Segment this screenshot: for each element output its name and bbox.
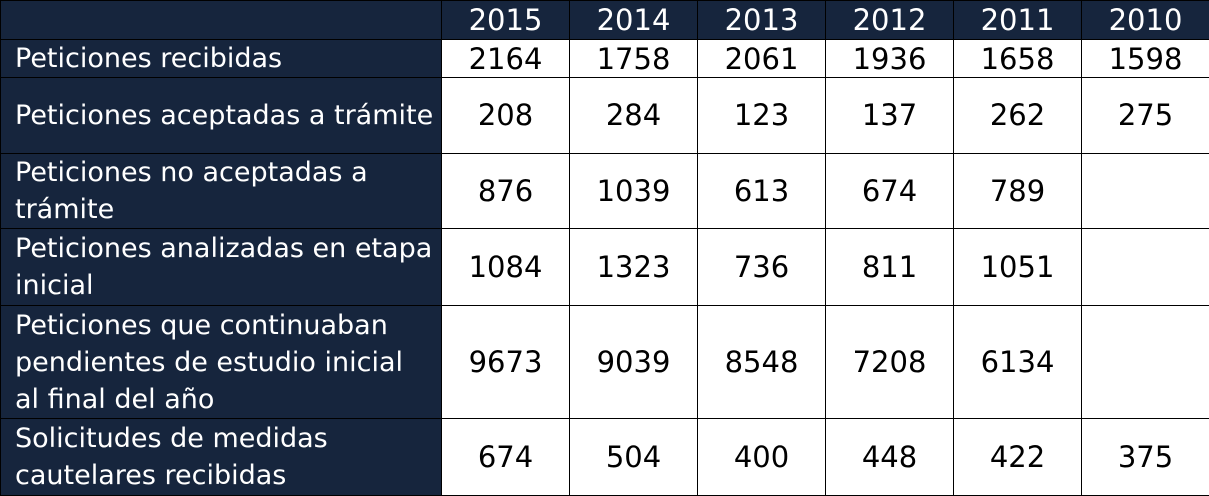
table-cell: 674 xyxy=(441,418,570,496)
table-cell: 613 xyxy=(697,152,826,230)
table-cell: 137 xyxy=(825,77,954,154)
table-cell: 7208 xyxy=(825,304,954,420)
table-cell: 1936 xyxy=(825,38,954,79)
row-label: Peticiones recibidas xyxy=(0,38,442,79)
table-cell: 123 xyxy=(697,77,826,154)
table-cell: 8548 xyxy=(697,304,826,420)
table-cell: 1051 xyxy=(953,228,1082,306)
row-label: Peticiones analizadas en etapa inicial xyxy=(0,228,442,306)
table-cell: 262 xyxy=(953,77,1082,154)
table-cell: 876 xyxy=(441,152,570,230)
year-header: 2012 xyxy=(825,0,954,40)
table-cell: 1758 xyxy=(569,38,698,79)
table-cell: 789 xyxy=(953,152,1082,230)
table-row: Peticiones no aceptadas a trámite 876 10… xyxy=(0,152,1209,230)
table-row: Peticiones analizadas en etapa inicial 1… xyxy=(0,228,1209,306)
table-cell: 1658 xyxy=(953,38,1082,79)
table-cell: 448 xyxy=(825,418,954,496)
table-cell: 422 xyxy=(953,418,1082,496)
table-cell: 275 xyxy=(1081,77,1209,154)
table-cell: 400 xyxy=(697,418,826,496)
table-cell: 284 xyxy=(569,77,698,154)
table-cell: 1598 xyxy=(1081,38,1209,79)
year-header: 2013 xyxy=(697,0,826,40)
table-cell: 674 xyxy=(825,152,954,230)
row-label: Peticiones que continuaban pendientes de… xyxy=(0,304,442,420)
table-cell: 208 xyxy=(441,77,570,154)
row-label: Solicitudes de medidas cautelares recibi… xyxy=(0,418,442,496)
table-cell: 9039 xyxy=(569,304,698,420)
table-row: Peticiones aceptadas a trámite 208 284 1… xyxy=(0,77,1209,154)
table-cell: 2164 xyxy=(441,38,570,79)
row-label: Peticiones aceptadas a trámite xyxy=(0,77,442,154)
table-cell: 736 xyxy=(697,228,826,306)
table-row: Peticiones recibidas 2164 1758 2061 1936… xyxy=(0,38,1209,79)
table-cell xyxy=(1081,228,1209,306)
table-cell: 6134 xyxy=(953,304,1082,420)
table-cell: 504 xyxy=(569,418,698,496)
table-row: Peticiones que continuaban pendientes de… xyxy=(0,304,1209,420)
row-label: Peticiones no aceptadas a trámite xyxy=(0,152,442,230)
year-header: 2014 xyxy=(569,0,698,40)
table-cell: 811 xyxy=(825,228,954,306)
corner-cell xyxy=(0,0,442,40)
table-cell: 1323 xyxy=(569,228,698,306)
header-row: 2015 2014 2013 2012 2011 2010 xyxy=(0,0,1209,40)
table-cell: 1084 xyxy=(441,228,570,306)
table-cell xyxy=(1081,304,1209,420)
table-row: Solicitudes de medidas cautelares recibi… xyxy=(0,418,1209,496)
table-cell: 2061 xyxy=(697,38,826,79)
table-cell: 9673 xyxy=(441,304,570,420)
table-cell: 1039 xyxy=(569,152,698,230)
year-header: 2011 xyxy=(953,0,1082,40)
table-cell xyxy=(1081,152,1209,230)
year-header: 2015 xyxy=(441,0,570,40)
table-cell: 375 xyxy=(1081,418,1209,496)
year-header: 2010 xyxy=(1081,0,1209,40)
